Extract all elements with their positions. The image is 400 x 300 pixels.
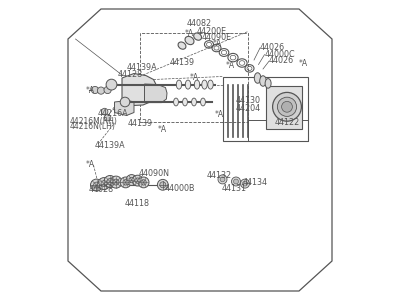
Text: 44132: 44132 bbox=[206, 171, 232, 180]
Text: 44200E: 44200E bbox=[197, 27, 227, 36]
Text: 44216A: 44216A bbox=[98, 110, 128, 118]
Text: *A: *A bbox=[299, 58, 308, 68]
Text: 44139A: 44139A bbox=[94, 141, 125, 150]
Circle shape bbox=[107, 178, 113, 184]
Bar bbox=[222, 76, 308, 141]
Circle shape bbox=[135, 178, 140, 183]
Circle shape bbox=[160, 182, 166, 188]
Text: 44118: 44118 bbox=[124, 199, 150, 208]
Circle shape bbox=[110, 176, 122, 188]
Circle shape bbox=[234, 179, 238, 184]
Circle shape bbox=[129, 177, 134, 183]
Text: 44090N: 44090N bbox=[138, 169, 170, 178]
Circle shape bbox=[104, 86, 111, 94]
Text: *A: *A bbox=[214, 110, 224, 119]
Ellipse shape bbox=[208, 80, 213, 89]
Text: 44128: 44128 bbox=[118, 70, 143, 79]
Text: 44000C: 44000C bbox=[264, 50, 295, 58]
Ellipse shape bbox=[194, 80, 200, 89]
Ellipse shape bbox=[260, 76, 266, 86]
Ellipse shape bbox=[192, 98, 196, 106]
Ellipse shape bbox=[178, 42, 186, 49]
Ellipse shape bbox=[254, 73, 261, 83]
Text: *A: *A bbox=[190, 73, 199, 82]
Circle shape bbox=[101, 108, 108, 115]
Circle shape bbox=[94, 182, 100, 188]
Text: 44216N(LH): 44216N(LH) bbox=[70, 122, 115, 131]
Text: 44134: 44134 bbox=[242, 178, 268, 187]
Circle shape bbox=[132, 175, 143, 186]
Bar bbox=[140, 33, 248, 122]
Circle shape bbox=[91, 86, 99, 94]
Ellipse shape bbox=[200, 98, 206, 106]
Text: 44026: 44026 bbox=[269, 56, 294, 65]
Ellipse shape bbox=[174, 98, 178, 106]
Circle shape bbox=[98, 178, 110, 190]
Text: *A: *A bbox=[157, 125, 166, 134]
Text: 44130: 44130 bbox=[235, 96, 260, 105]
Circle shape bbox=[220, 177, 225, 182]
Circle shape bbox=[123, 180, 128, 185]
Circle shape bbox=[113, 179, 119, 185]
Text: *A: *A bbox=[226, 61, 235, 70]
Text: 44139A: 44139A bbox=[126, 63, 157, 72]
Ellipse shape bbox=[194, 33, 202, 40]
Circle shape bbox=[101, 181, 107, 187]
Circle shape bbox=[98, 87, 105, 94]
Text: 44139: 44139 bbox=[170, 58, 195, 67]
Circle shape bbox=[126, 175, 137, 185]
Text: 44216M(RH): 44216M(RH) bbox=[70, 117, 117, 126]
Bar bbox=[266, 85, 302, 129]
Circle shape bbox=[104, 176, 116, 188]
Circle shape bbox=[120, 177, 131, 188]
Circle shape bbox=[278, 97, 297, 116]
Text: *A: *A bbox=[86, 160, 94, 169]
Circle shape bbox=[138, 177, 149, 188]
Circle shape bbox=[106, 79, 117, 90]
Bar bbox=[248, 120, 308, 141]
Text: 44139: 44139 bbox=[127, 118, 152, 127]
Text: 44082: 44082 bbox=[186, 20, 212, 28]
Text: 44028: 44028 bbox=[89, 185, 114, 194]
Ellipse shape bbox=[265, 79, 271, 88]
Circle shape bbox=[158, 179, 168, 190]
Circle shape bbox=[232, 177, 240, 186]
Text: 44122: 44122 bbox=[275, 118, 300, 127]
Circle shape bbox=[141, 180, 146, 185]
Ellipse shape bbox=[176, 80, 182, 89]
Circle shape bbox=[273, 92, 302, 121]
Circle shape bbox=[90, 179, 102, 191]
Text: 44090E: 44090E bbox=[202, 33, 232, 42]
Text: *A: *A bbox=[86, 86, 94, 95]
Circle shape bbox=[282, 101, 292, 112]
Text: 44026: 44026 bbox=[260, 43, 285, 52]
Polygon shape bbox=[122, 74, 156, 106]
Circle shape bbox=[104, 114, 111, 121]
Text: *A: *A bbox=[184, 29, 194, 38]
Circle shape bbox=[240, 179, 250, 188]
Text: 44000B: 44000B bbox=[165, 184, 195, 193]
Text: 44131: 44131 bbox=[222, 184, 246, 193]
Text: *A: *A bbox=[213, 39, 222, 48]
Circle shape bbox=[242, 181, 247, 186]
Ellipse shape bbox=[185, 80, 191, 89]
Ellipse shape bbox=[185, 36, 194, 45]
Text: 44204: 44204 bbox=[235, 104, 260, 113]
Circle shape bbox=[120, 97, 130, 107]
Polygon shape bbox=[144, 84, 167, 103]
Ellipse shape bbox=[182, 98, 187, 106]
Polygon shape bbox=[114, 100, 134, 116]
Ellipse shape bbox=[202, 80, 207, 89]
Circle shape bbox=[218, 175, 227, 184]
